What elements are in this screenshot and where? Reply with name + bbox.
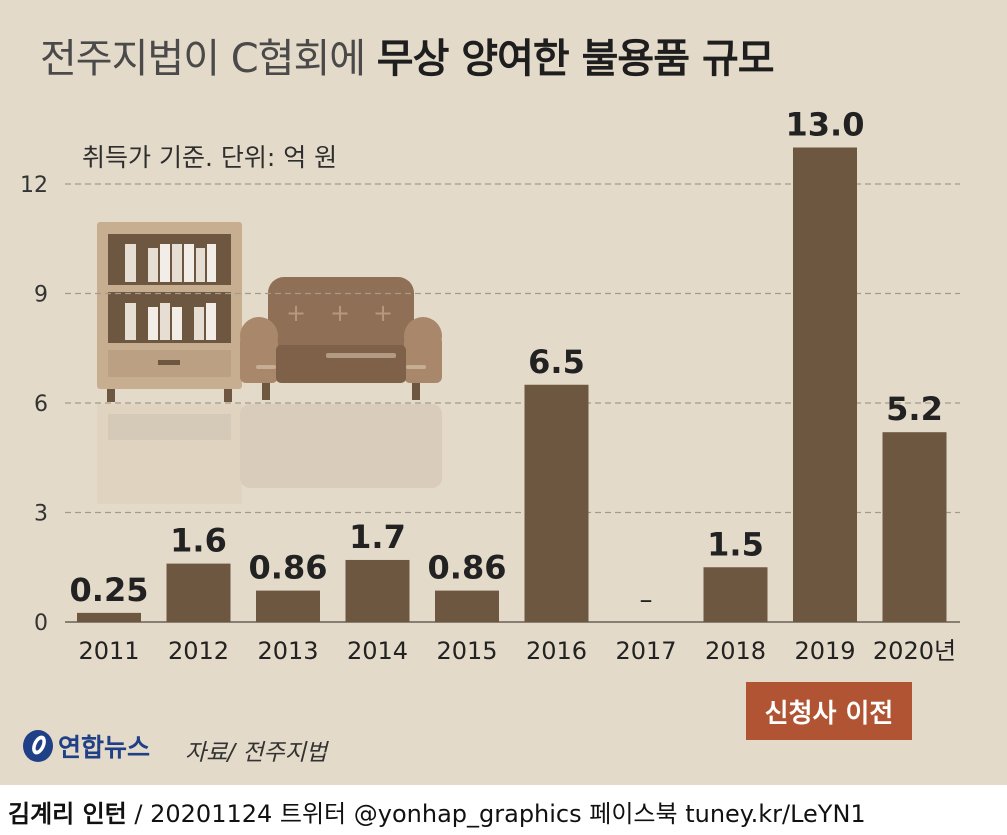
y-tick-label: 12 — [20, 173, 48, 198]
x-tick-label: 2020년 — [873, 637, 956, 665]
data-label-2012: 1.6 — [170, 522, 227, 560]
bar-2013 — [256, 590, 320, 622]
bars — [77, 147, 947, 622]
bar-2014 — [345, 559, 410, 622]
data-label-2015: 0.86 — [428, 549, 507, 587]
bar-chart: + + + 0 3 6 9 12 0.25 1.6 0.86 1.7 0.86 6.5 – 1.5 13… — [20, 106, 960, 665]
bar-2015 — [435, 590, 499, 622]
data-label-2013: 0.86 — [249, 549, 328, 587]
bookshelf-icon — [97, 222, 242, 402]
data-label-2020년: 5.2 — [886, 390, 943, 428]
bar-2012 — [166, 563, 231, 622]
bar-2020년 — [882, 432, 947, 622]
bar-2018 — [703, 567, 768, 622]
svg-text:+: + — [373, 299, 393, 327]
x-tick-label: 2015 — [436, 637, 497, 665]
data-label-2018: 1.5 — [707, 525, 764, 563]
data-label-2016: 6.5 — [528, 343, 585, 381]
data-label-2019: 13.0 — [786, 106, 865, 144]
chart-subtitle: 취득가 기준. 단위: 억 원 — [82, 143, 338, 172]
title-bold: 무상 양여한 불용품 규모 — [376, 36, 775, 82]
source-note: 자료/ 전주지법 — [185, 740, 328, 766]
bar-2019 — [793, 147, 857, 622]
y-tick-label: 9 — [34, 283, 48, 308]
svg-text:+: + — [330, 299, 350, 327]
relocation-badge: 신청사 이전 — [746, 682, 912, 740]
furniture-illustration: + + + — [97, 222, 442, 504]
data-labels: 0.25 1.6 0.86 1.7 0.86 6.5 – 1.5 13.0 5.2 — [70, 106, 943, 616]
yonhap-logo: 연합뉴스 — [20, 728, 150, 764]
x-tick-label: 2018 — [705, 637, 766, 665]
data-label-2011: 0.25 — [70, 571, 149, 609]
x-tick-label: 2012 — [168, 637, 229, 665]
data-label-2014: 1.7 — [349, 518, 406, 556]
yonhap-logo-icon — [23, 730, 53, 762]
x-tick-label: 2011 — [78, 637, 139, 665]
y-axis: 0 3 6 9 12 — [20, 173, 48, 636]
x-axis: 2011 2012 2013 2014 2015 2016 2017 2018 2019 2020… — [78, 637, 956, 665]
x-tick-label: 2019 — [794, 637, 855, 665]
page-title: 전주지법이 C협회에 무상 양여한 불용품 규모 — [40, 26, 775, 84]
x-tick-label: 2013 — [257, 637, 318, 665]
footer-rest: / 20201124 트위터 @yonhap_graphics 페이스북 tun… — [126, 800, 866, 828]
title-light: 전주지법이 C협회에 — [40, 36, 366, 82]
svg-text:+: + — [286, 299, 306, 327]
furniture-reflection — [97, 404, 442, 504]
sofa-icon: + + + — [240, 277, 442, 400]
logo-text: 연합뉴스 — [58, 733, 151, 762]
footer-author: 김계리 인턴 — [8, 800, 127, 828]
y-tick-label: 6 — [34, 392, 48, 417]
bar-2011 — [77, 612, 141, 622]
footer-credit: 김계리 인턴 / 20201124 트위터 @yonhap_graphics 페… — [8, 794, 866, 829]
x-tick-label: 2017 — [615, 637, 676, 665]
x-tick-label: 2014 — [347, 637, 408, 665]
bar-2016 — [524, 384, 589, 622]
y-tick-label: 3 — [34, 502, 48, 527]
data-label-2017: – — [640, 585, 653, 615]
x-tick-label: 2016 — [526, 637, 587, 665]
y-tick-label: 0 — [34, 611, 48, 636]
